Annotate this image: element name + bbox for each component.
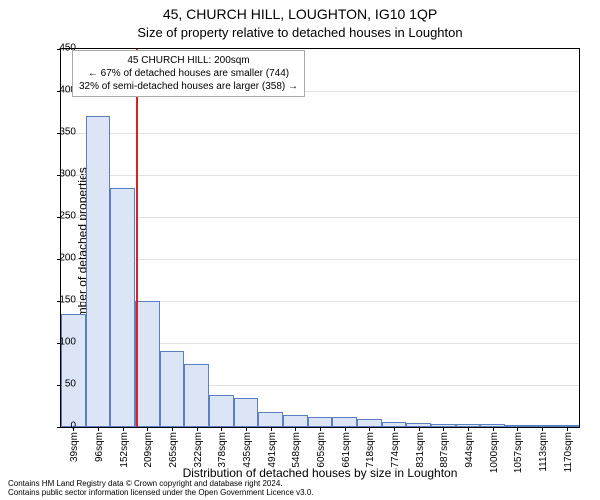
x-tick-mark xyxy=(221,427,222,431)
x-tick-mark xyxy=(320,427,321,431)
histogram-bar xyxy=(110,188,135,427)
callout-line-1: 45 CHURCH HILL: 200sqm xyxy=(79,54,298,67)
histogram-bar xyxy=(283,415,308,427)
x-tick-mark xyxy=(172,427,173,431)
x-tick-label: 265sqm xyxy=(168,432,179,468)
y-tick-label: 0 xyxy=(46,421,76,432)
x-tick-label: 39sqm xyxy=(69,432,80,462)
callout-line-2: ← 67% of detached houses are smaller (74… xyxy=(79,67,298,80)
x-tick-label: 944sqm xyxy=(464,432,475,468)
histogram-bar xyxy=(308,417,333,427)
x-tick-label: 152sqm xyxy=(119,432,130,468)
x-tick-mark xyxy=(567,427,568,431)
x-tick-label: 718sqm xyxy=(365,432,376,468)
x-tick-mark xyxy=(468,427,469,431)
reference-callout: 45 CHURCH HILL: 200sqm ← 67% of detached… xyxy=(72,50,305,97)
x-tick-mark xyxy=(123,427,124,431)
y-tick-label: 100 xyxy=(46,337,76,348)
x-tick-mark xyxy=(98,427,99,431)
grid-line xyxy=(61,217,579,218)
footer-attribution: Contains HM Land Registry data © Crown c… xyxy=(8,480,592,498)
footer-line-2: Contains public sector information licen… xyxy=(8,489,592,498)
x-tick-label: 887sqm xyxy=(439,432,450,468)
callout-line-3: 32% of semi-detached houses are larger (… xyxy=(79,80,298,93)
x-axis-label: Distribution of detached houses by size … xyxy=(60,466,580,480)
histogram-bar xyxy=(258,412,283,427)
x-tick-label: 548sqm xyxy=(291,432,302,468)
x-tick-label: 491sqm xyxy=(267,432,278,468)
x-tick-mark xyxy=(394,427,395,431)
x-tick-mark xyxy=(517,427,518,431)
y-tick-label: 350 xyxy=(46,127,76,138)
x-tick-mark xyxy=(197,427,198,431)
histogram-bar xyxy=(184,364,209,427)
x-tick-mark xyxy=(147,427,148,431)
grid-line xyxy=(61,133,579,134)
y-tick-label: 200 xyxy=(46,253,76,264)
x-tick-mark xyxy=(369,427,370,431)
histogram-bar xyxy=(209,395,234,427)
x-tick-label: 378sqm xyxy=(217,432,228,468)
x-tick-label: 831sqm xyxy=(415,432,426,468)
histogram-bar xyxy=(332,417,357,427)
x-tick-mark xyxy=(443,427,444,431)
y-tick-label: 250 xyxy=(46,211,76,222)
histogram-bar xyxy=(135,301,160,427)
x-tick-mark xyxy=(295,427,296,431)
x-tick-mark xyxy=(493,427,494,431)
grid-line xyxy=(61,175,579,176)
plot-area xyxy=(60,48,580,428)
y-tick-label: 150 xyxy=(46,295,76,306)
x-tick-mark xyxy=(271,427,272,431)
x-tick-label: 1000sqm xyxy=(489,432,500,473)
histogram-bar xyxy=(160,351,185,427)
histogram-bar xyxy=(86,116,111,427)
y-tick-label: 300 xyxy=(46,169,76,180)
x-tick-mark xyxy=(246,427,247,431)
x-tick-label: 322sqm xyxy=(193,432,204,468)
histogram-bar xyxy=(234,398,259,427)
x-tick-label: 1057sqm xyxy=(513,432,524,473)
histogram-bar xyxy=(61,314,86,427)
x-tick-label: 1113sqm xyxy=(538,432,549,472)
x-tick-label: 661sqm xyxy=(341,432,352,468)
x-tick-label: 435sqm xyxy=(242,432,253,468)
chart-container: { "titles": { "main": "45, CHURCH HILL, … xyxy=(0,0,600,500)
x-tick-label: 774sqm xyxy=(390,432,401,468)
x-tick-mark xyxy=(345,427,346,431)
x-tick-mark xyxy=(419,427,420,431)
histogram-bar xyxy=(357,419,382,427)
x-tick-label: 209sqm xyxy=(143,432,154,468)
x-tick-label: 605sqm xyxy=(316,432,327,468)
chart-title: 45, CHURCH HILL, LOUGHTON, IG10 1QP xyxy=(0,6,600,22)
chart-subtitle: Size of property relative to detached ho… xyxy=(0,25,600,40)
reference-line xyxy=(136,49,138,427)
x-tick-label: 1170sqm xyxy=(563,432,574,472)
grid-line xyxy=(61,259,579,260)
x-tick-mark xyxy=(542,427,543,431)
y-tick-label: 50 xyxy=(46,379,76,390)
x-tick-label: 96sqm xyxy=(94,432,105,462)
